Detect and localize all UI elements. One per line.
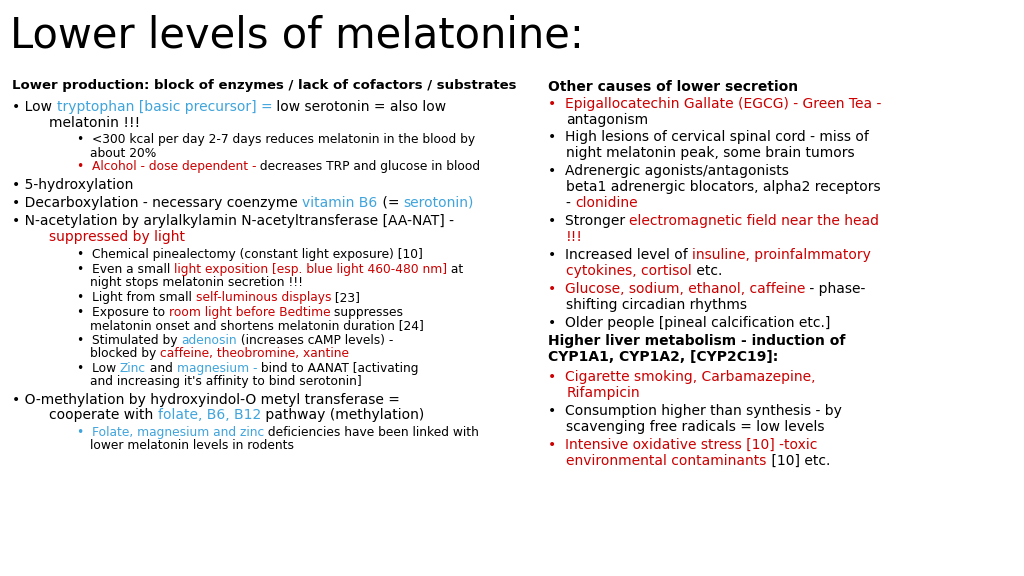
Text: • N-acetylation by arylalkylamin N-acetyltransferase [AA-NAT] -: • N-acetylation by arylalkylamin N-acety… bbox=[12, 214, 455, 228]
Text: decreases TRP and glucose in blood: decreases TRP and glucose in blood bbox=[256, 160, 480, 173]
Text: cooperate with: cooperate with bbox=[49, 408, 158, 422]
Text: [23]: [23] bbox=[331, 291, 360, 304]
Text: melatonin onset and shortens melatonin duration [24]: melatonin onset and shortens melatonin d… bbox=[90, 319, 424, 332]
Text: •  Exposure to: • Exposure to bbox=[77, 306, 169, 319]
Text: •  High lesions of cervical spinal cord - miss of: • High lesions of cervical spinal cord -… bbox=[548, 130, 868, 144]
Text: Other causes of lower secretion: Other causes of lower secretion bbox=[548, 80, 798, 94]
Text: Glucose, sodium, ethanol, caffeine: Glucose, sodium, ethanol, caffeine bbox=[565, 282, 805, 296]
Text: bind to AANAT [activating: bind to AANAT [activating bbox=[257, 362, 419, 375]
Text: adenosin: adenosin bbox=[181, 334, 237, 347]
Text: at: at bbox=[447, 263, 463, 276]
Text: •: • bbox=[77, 160, 92, 173]
Text: caffeine, theobromine, xantine: caffeine, theobromine, xantine bbox=[160, 347, 349, 360]
Text: •: • bbox=[548, 282, 565, 296]
Text: • Low: • Low bbox=[12, 100, 56, 114]
Text: and: and bbox=[146, 362, 177, 375]
Text: •  Older people [pineal calcification etc.]: • Older people [pineal calcification etc… bbox=[548, 316, 830, 330]
Text: lower melatonin levels in rodents: lower melatonin levels in rodents bbox=[90, 439, 294, 452]
Text: Lower levels of melatonine:: Lower levels of melatonine: bbox=[10, 14, 584, 56]
Text: Cigarette smoking, Carbamazepine,: Cigarette smoking, Carbamazepine, bbox=[565, 370, 815, 384]
Text: cytokines, cortisol: cytokines, cortisol bbox=[566, 264, 692, 278]
Text: serotonin): serotonin) bbox=[403, 196, 474, 210]
Text: •  Low: • Low bbox=[77, 362, 120, 375]
Text: etc.: etc. bbox=[692, 264, 722, 278]
Text: - phase-: - phase- bbox=[805, 282, 865, 296]
Text: •  Adrenergic agonists/antagonists: • Adrenergic agonists/antagonists bbox=[548, 164, 788, 178]
Text: Higher liver metabolism - induction of: Higher liver metabolism - induction of bbox=[548, 334, 845, 348]
Text: antagonism: antagonism bbox=[566, 113, 648, 127]
Text: low serotonin = also low: low serotonin = also low bbox=[272, 100, 446, 114]
Text: •: • bbox=[77, 426, 92, 439]
Text: beta1 adrenergic blocators, alpha2 receptors: beta1 adrenergic blocators, alpha2 recep… bbox=[566, 180, 881, 194]
Text: deficiencies have been linked with: deficiencies have been linked with bbox=[264, 426, 479, 439]
Text: suppressed by light: suppressed by light bbox=[49, 230, 185, 244]
Text: •: • bbox=[548, 370, 565, 384]
Text: Epigallocatechin Gallate (EGCG) - Green Tea -: Epigallocatechin Gallate (EGCG) - Green … bbox=[565, 97, 882, 111]
Text: suppresses: suppresses bbox=[331, 306, 403, 319]
Text: Zinc: Zinc bbox=[120, 362, 146, 375]
Text: and increasing it's affinity to bind serotonin]: and increasing it's affinity to bind ser… bbox=[90, 375, 361, 388]
Text: shifting circadian rhythms: shifting circadian rhythms bbox=[566, 298, 748, 312]
Text: Alcohol - dose dependent -: Alcohol - dose dependent - bbox=[92, 160, 256, 173]
Text: •: • bbox=[548, 438, 565, 452]
Text: •: • bbox=[548, 97, 565, 111]
Text: self-luminous displays: self-luminous displays bbox=[196, 291, 331, 304]
Text: • 5-hydroxylation: • 5-hydroxylation bbox=[12, 178, 134, 192]
Text: night melatonin peak, some brain tumors: night melatonin peak, some brain tumors bbox=[566, 146, 855, 160]
Text: • Decarboxylation - necessary coenzyme: • Decarboxylation - necessary coenzyme bbox=[12, 196, 302, 210]
Text: •  Even a small: • Even a small bbox=[77, 263, 174, 276]
Text: •  <300 kcal per day 2-7 days reduces melatonin in the blood by: • <300 kcal per day 2-7 days reduces mel… bbox=[77, 133, 475, 146]
Text: • O-methylation by hydroxyindol-O metyl transferase =: • O-methylation by hydroxyindol-O metyl … bbox=[12, 393, 400, 407]
Text: -: - bbox=[566, 196, 575, 210]
Text: !!!: !!! bbox=[566, 230, 583, 244]
Text: [10] etc.: [10] etc. bbox=[767, 454, 830, 468]
Text: night stops melatonin secretion !!!: night stops melatonin secretion !!! bbox=[90, 276, 303, 289]
Text: Lower production: block of enzymes / lack of cofactors / substrates: Lower production: block of enzymes / lac… bbox=[12, 79, 517, 93]
Text: environmental contaminants: environmental contaminants bbox=[566, 454, 767, 468]
Text: magnesium -: magnesium - bbox=[177, 362, 257, 375]
Text: (=: (= bbox=[378, 196, 403, 210]
Text: (increases cAMP levels) -: (increases cAMP levels) - bbox=[237, 334, 393, 347]
Text: clonidine: clonidine bbox=[575, 196, 638, 210]
Text: •  Stronger: • Stronger bbox=[548, 214, 630, 228]
Text: insuline, proinfalmmatory: insuline, proinfalmmatory bbox=[692, 248, 870, 262]
Text: room light before Bedtime: room light before Bedtime bbox=[169, 306, 331, 319]
Text: •  Chemical pinealectomy (constant light exposure) [10]: • Chemical pinealectomy (constant light … bbox=[77, 248, 423, 261]
Text: blocked by: blocked by bbox=[90, 347, 160, 360]
Text: Folate, magnesium and zinc: Folate, magnesium and zinc bbox=[92, 426, 264, 439]
Text: about 20%: about 20% bbox=[90, 147, 157, 160]
Text: Rifampicin: Rifampicin bbox=[566, 386, 640, 400]
Text: electromagnetic field near the head: electromagnetic field near the head bbox=[630, 214, 880, 228]
Text: Intensive oxidative stress [10] -toxic: Intensive oxidative stress [10] -toxic bbox=[565, 438, 817, 452]
Text: •  Increased level of: • Increased level of bbox=[548, 248, 692, 262]
Text: folate, B6, B12: folate, B6, B12 bbox=[158, 408, 261, 422]
Text: melatonin !!!: melatonin !!! bbox=[49, 116, 140, 130]
Text: tryptophan [basic precursor] =: tryptophan [basic precursor] = bbox=[56, 100, 272, 114]
Text: scavenging free radicals = low levels: scavenging free radicals = low levels bbox=[566, 420, 824, 434]
Text: •  Light from small: • Light from small bbox=[77, 291, 196, 304]
Text: vitamin B6: vitamin B6 bbox=[302, 196, 378, 210]
Text: light exposition [esp. blue light 460-480 nm]: light exposition [esp. blue light 460-48… bbox=[174, 263, 447, 276]
Text: •  Stimulated by: • Stimulated by bbox=[77, 334, 181, 347]
Text: pathway (methylation): pathway (methylation) bbox=[261, 408, 424, 422]
Text: •  Consumption higher than synthesis - by: • Consumption higher than synthesis - by bbox=[548, 404, 842, 418]
Text: CYP1A1, CYP1A2, [CYP2C19]:: CYP1A1, CYP1A2, [CYP2C19]: bbox=[548, 350, 778, 364]
